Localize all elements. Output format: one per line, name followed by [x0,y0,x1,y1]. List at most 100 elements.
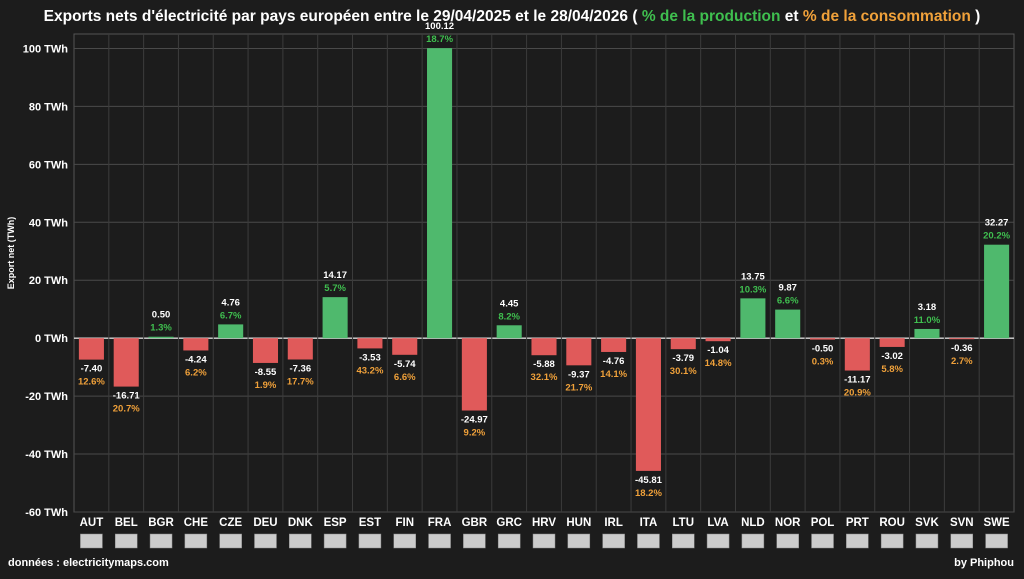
value-label: -24.97 [461,415,488,426]
bar-fin [392,338,418,355]
percent-label: 32.1% [531,372,558,383]
percent-label: 11.0% [914,315,941,326]
flag-icon-rou [880,533,904,549]
bar-bel [113,338,139,387]
x-tick-label: ROU [879,517,905,529]
percent-label: 6.7% [220,310,242,321]
title-close: ) [975,8,981,25]
x-tick-label: CZE [219,517,242,529]
bar-nor [775,309,801,339]
flag-icon-lva [706,533,730,549]
value-label: -7.36 [289,364,311,375]
value-label: -11.17 [844,375,870,386]
y-tick-label: 60 TWh [29,159,68,171]
bar-svk [914,328,940,339]
flag-icon-nld [741,533,765,549]
percent-label: 10.3% [739,284,766,295]
value-label: 9.87 [778,283,797,294]
bar-aut [78,338,104,360]
flag-icon-pol [811,533,834,549]
x-tick-label: DNK [288,517,314,529]
percent-label: 30.1% [670,366,697,377]
percent-label: 1.9% [255,380,277,391]
plot-frame [73,33,1015,513]
x-tick-label: SWE [983,517,1010,529]
percent-label: 20.9% [844,388,871,399]
bar-dnk [287,338,313,360]
y-tick-label: 40 TWh [29,217,68,229]
bar-prt [844,338,870,371]
title-production-label: % de la production [641,8,781,25]
x-tick-label: HUN [566,517,591,529]
value-label: -0.36 [951,343,973,354]
value-label: 32.27 [985,218,1009,229]
percent-label: 1.3% [150,323,172,334]
value-label: -3.79 [672,353,694,364]
flag-icon-swe [985,533,1008,549]
bar-irl [601,338,627,352]
percent-label: 5.7% [324,283,346,294]
x-tick-label: GRC [496,517,522,529]
flag-icon-est [358,533,382,549]
flag-icon-bgr [149,533,173,549]
x-tick-label: AUT [80,517,104,529]
x-tick-label: BEL [115,517,138,529]
bar-esp [322,297,348,339]
title-main: Exports nets d'électricité par pays euro… [43,8,638,25]
flag-icon-che [184,533,208,549]
x-tick-label: ITA [640,517,658,529]
x-tick-label: SVN [950,517,974,529]
percent-label: 0.3% [812,357,834,368]
x-tick-label: FIN [395,517,414,529]
flag-icon-hun [567,533,591,549]
percent-label: 2.7% [951,356,973,367]
x-tick-label: CHE [184,517,209,529]
percent-label: 20.2% [983,231,1010,242]
bar-pol [809,338,836,340]
value-label: -16.71 [113,391,141,402]
flag-icon-grc [497,533,521,549]
percent-label: 18.2% [635,488,662,499]
title-connector: et [784,8,799,25]
bar-rou [879,338,905,347]
y-tick-label: 0 TWh [35,333,68,345]
bar-svn [949,338,975,340]
x-tick-label: GBR [462,517,488,529]
bar-nld [740,298,766,339]
value-label: 4.45 [500,298,519,309]
flag-icon-cze [219,533,242,549]
flag-icon-prt [846,533,869,549]
x-tick-label: IRL [604,517,623,529]
percent-label: 12.6% [78,377,105,388]
y-tick-label: -60 TWh [25,507,68,519]
value-label: -4.24 [185,354,207,365]
bar-grc [496,325,522,339]
x-tick-label: NLD [741,517,765,529]
percent-label: 6.6% [394,372,416,383]
bar-bgr [148,336,174,339]
bar-cze [218,324,244,339]
value-label: -3.02 [881,351,903,362]
percent-label: 9.2% [464,428,486,439]
x-tick-label: POL [811,517,835,529]
x-tick-label: HRV [532,517,556,529]
percent-label: 14.8% [705,358,732,369]
percent-label: 18.7% [426,34,453,45]
flag-icon-esp [323,533,347,549]
y-axis-title: Export net (TWh) [6,217,16,290]
data-source: données : electricitymaps.com [8,557,169,569]
x-tick-label: PRT [846,517,869,529]
value-label: -45.81 [635,475,663,486]
value-label: -7.40 [81,364,103,375]
value-label: 100.12 [425,21,454,32]
x-tick-label: FRA [428,517,452,529]
flag-icon-fra [428,533,451,549]
bar-ita [635,338,661,471]
x-tick-label: DEU [253,517,277,529]
flag-icon-deu [254,533,277,549]
author-credit: by Phiphou [954,557,1014,569]
percent-label: 20.7% [113,404,140,415]
flag-icon-ita [637,533,660,549]
bar-swe [984,244,1010,339]
